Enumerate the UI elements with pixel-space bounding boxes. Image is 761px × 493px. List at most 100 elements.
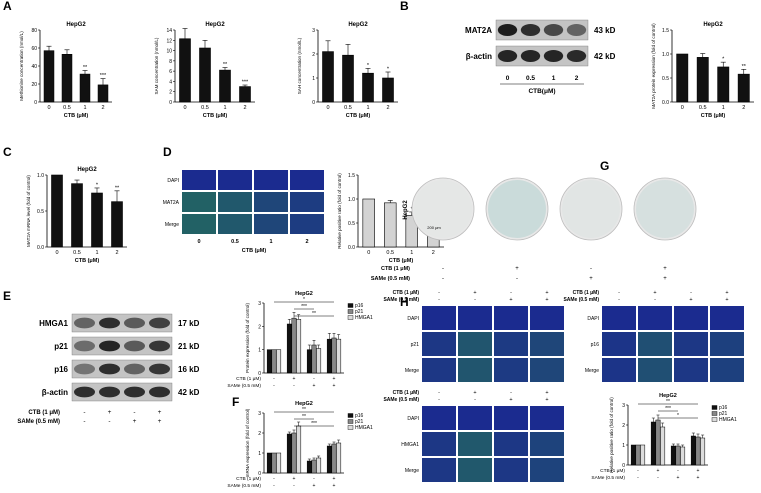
blot-band-B — [566, 50, 587, 62]
fluor-tile-H-p16 — [602, 358, 636, 382]
y-tick-label-C: 0.0 — [37, 245, 44, 251]
y-tick-label-D: 1.5 — [348, 173, 355, 179]
fluor-signal-D — [290, 214, 324, 234]
fluor-signal-H-HMGA1 — [422, 432, 456, 456]
treatment-sign-F: + — [333, 483, 336, 489]
bar-E-p16-0 — [266, 349, 272, 374]
fluor-tile-H-p21 — [458, 332, 492, 356]
sig-label-A1: *** — [100, 73, 107, 79]
blot-kd-label-E: 42 kD — [178, 388, 200, 397]
fluor-tile-H-HMGA1 — [422, 406, 456, 430]
plate-vlabel-G: HepG2 — [403, 200, 409, 220]
legend-swatch-H — [711, 411, 718, 416]
blot-protein-label-E: p16 — [54, 365, 68, 374]
blot-band-B — [497, 50, 518, 62]
legend-label-H: p16 — [719, 405, 728, 411]
y-axis-label-C: MAT2A mRNA level (fold of control) — [26, 175, 31, 247]
fluor-signal-H-HMGA1 — [422, 458, 456, 482]
sig-label-F: ** — [302, 414, 306, 420]
treatment-sign-H-p21: + — [509, 297, 512, 303]
treatment-sign-F: - — [293, 483, 295, 489]
sig-label-F: *** — [311, 421, 317, 427]
treatment-label-H-p16: CTB (1 μM) — [573, 290, 600, 296]
treatment-sign-H-p21: - — [438, 297, 440, 303]
y-tick-label-B: 0.5 — [662, 76, 669, 82]
y-tick-label-D: 0.5 — [348, 221, 355, 227]
y-axis-label-B: MAT2A protein expression (fold of contro… — [651, 23, 656, 109]
y-axis-label-A3: SAH concentration (nmol/L) — [297, 37, 302, 94]
x-tick-label-A3: 1 — [366, 105, 369, 111]
panel-letter-H: H — [400, 295, 409, 309]
blot-band-E — [149, 386, 170, 398]
bar-D-0.5 — [384, 202, 397, 248]
treatment-sign-G: + — [663, 266, 667, 272]
fluor-signal-H-p16 — [710, 332, 744, 356]
treatment-sign-F: - — [273, 483, 275, 489]
x-axis-label-A1: CTB (μM) — [64, 113, 89, 119]
treatment-sign-H-p21: - — [474, 297, 476, 303]
blot-band-B — [520, 24, 541, 36]
blot-band-E — [124, 340, 145, 352]
fluor-row-label-H-HMGA1: Merge — [405, 468, 419, 474]
x-tick-label-A1: 1 — [83, 105, 86, 111]
treatment-sign-E-blot: - — [108, 418, 110, 425]
fluor-row-label-D: MAT2A — [163, 200, 180, 206]
fluor-signal-H-p21 — [530, 332, 564, 356]
bar-A1-1 — [79, 73, 91, 103]
y-axis-label-E: Protein expression (fold of control) — [245, 303, 250, 373]
fluor-signal-D — [182, 192, 216, 212]
sig-label-B: * — [722, 57, 725, 63]
treatment-label-H: SAMe (0.5 mM) — [591, 475, 625, 481]
treatment-sign-H-HMGA1: + — [545, 397, 548, 403]
blot-band-E — [99, 340, 120, 352]
treatment-label-E-blot: CTB (1 μM) — [28, 410, 60, 416]
fluor-tile-H-p16 — [710, 358, 744, 382]
bar-A2-1 — [219, 69, 231, 103]
panel-letter-D: D — [163, 145, 172, 159]
fluor-tile-H-p21 — [458, 358, 492, 382]
blot-kd-label-E: 16 kD — [178, 365, 200, 374]
legend-swatch-H — [711, 417, 718, 422]
sig-label-H: *** — [665, 406, 671, 412]
blot-band-B — [497, 24, 518, 36]
treatment-sign-G: + — [515, 266, 519, 272]
y-tick-label-A1: 40 — [31, 64, 37, 70]
treatment-label-H-HMGA1: SAMe (0.5 mM) — [383, 397, 419, 403]
fluor-tile-H-p21 — [458, 306, 492, 330]
treatment-label-E: SAMe (0.5 mM) — [227, 383, 261, 389]
sig-label-H: * — [677, 413, 679, 419]
legend-label-E: p16 — [355, 303, 364, 309]
fluor-tile-D — [290, 214, 324, 234]
bar-A1-0.5 — [61, 53, 73, 103]
treatment-sign-F: - — [273, 476, 275, 482]
bar-F-p16-3 — [326, 445, 332, 474]
fluor-tile-D — [290, 170, 324, 190]
fluor-tile-H-p16 — [638, 306, 672, 330]
fluor-row-label-H-p21: p21 — [411, 342, 420, 348]
chart-title-H: HepG2 — [659, 393, 677, 399]
blot-strip-E — [71, 313, 173, 333]
bar-F-p21-0 — [271, 452, 277, 474]
bar-C-1 — [91, 192, 103, 248]
treatment-sign-H-p21: + — [473, 290, 476, 296]
bar-E-HMGA1-0 — [276, 349, 282, 374]
y-tick-label-A2: 2 — [169, 90, 172, 96]
treatment-sign-H-p16: - — [690, 290, 692, 296]
x-tick-label-B: 0 — [681, 105, 684, 111]
bar-F-p21-3 — [331, 443, 337, 474]
y-tick-label-B: 0.0 — [662, 100, 669, 106]
sig-label-F: ** — [302, 407, 306, 413]
legend-swatch-H — [711, 405, 718, 410]
fluor-tile-H-HMGA1 — [458, 458, 492, 482]
x-tick-label-C: 1 — [95, 250, 98, 256]
sig-label-E: *** — [301, 304, 307, 310]
y-tick-label-E: 1 — [258, 348, 261, 354]
treatment-sign-H-HMGA1: + — [509, 397, 512, 403]
bar-E-p21-2 — [311, 344, 317, 374]
bar-E-p21-3 — [331, 337, 337, 374]
y-tick-label-A3: 3 — [312, 28, 315, 34]
fluor-row-label-H-p21: Merge — [405, 368, 419, 374]
bar-E-p21-1 — [291, 317, 297, 374]
fluor-signal-D — [218, 214, 252, 234]
